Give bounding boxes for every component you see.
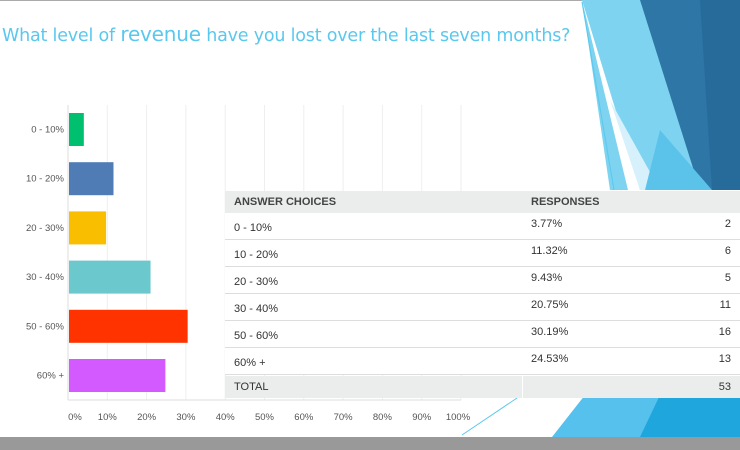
response-count: 2 bbox=[724, 218, 731, 230]
x-tick-label: 70% bbox=[334, 412, 354, 423]
response-count: 11 bbox=[719, 299, 731, 311]
x-tick-label: 10% bbox=[98, 412, 118, 423]
response-percent: 3.77% bbox=[531, 218, 563, 230]
x-tick-label: 60% bbox=[294, 412, 314, 423]
x-tick-label: 20% bbox=[137, 412, 157, 423]
response-percent: 9.43% bbox=[531, 272, 563, 284]
x-tick-label: 0% bbox=[68, 412, 82, 423]
title-emphasis: revenue bbox=[120, 22, 201, 46]
x-tick-label: 90% bbox=[412, 412, 432, 423]
x-tick-label: 80% bbox=[373, 412, 393, 423]
responses-table: ANSWER CHOICES RESPONSES 0 - 10% 3.77% 2 10… bbox=[225, 191, 740, 398]
response-percent: 20.75% bbox=[531, 299, 569, 311]
bar bbox=[69, 162, 114, 196]
table-body: 0 - 10% 3.77% 2 10 - 20% 11.32% 6 20 - 30% 9.43… bbox=[225, 213, 740, 375]
bar bbox=[69, 260, 151, 294]
bar bbox=[69, 113, 84, 146]
top-border bbox=[0, 0, 740, 1]
total-spacer bbox=[522, 376, 662, 398]
answer-choice: 20 - 30% bbox=[234, 276, 279, 288]
y-category-label: 30 - 40% bbox=[26, 272, 65, 283]
answer-choice: 30 - 40% bbox=[234, 303, 279, 315]
y-category-label: 60% + bbox=[37, 371, 65, 382]
bar bbox=[69, 211, 107, 245]
page-title: What level of revenue have you lost over… bbox=[2, 22, 570, 46]
header-responses: RESPONSES bbox=[531, 196, 600, 208]
x-tick-label: 30% bbox=[176, 412, 196, 423]
response-percent: 11.32% bbox=[531, 245, 568, 257]
table-row: 0 - 10% 3.77% 2 bbox=[225, 213, 740, 240]
bar bbox=[69, 359, 166, 392]
answer-choice: 60% + bbox=[234, 357, 266, 369]
table-total-row: TOTAL 53 bbox=[225, 376, 740, 398]
x-tick-label: 100% bbox=[446, 412, 471, 423]
header-answer-choices: ANSWER CHOICES bbox=[234, 196, 337, 208]
response-count: 6 bbox=[724, 245, 731, 257]
y-category-label: 50 - 60% bbox=[26, 321, 65, 332]
bottom-bar bbox=[0, 437, 740, 450]
title-pre: What level of bbox=[2, 26, 121, 46]
table-header: ANSWER CHOICES RESPONSES bbox=[225, 191, 740, 213]
y-category-label: 0 - 10% bbox=[31, 125, 64, 136]
response-count: 5 bbox=[724, 272, 731, 284]
answer-choice: 10 - 20% bbox=[234, 249, 279, 261]
table-row: 20 - 30% 9.43% 5 bbox=[225, 267, 740, 294]
total-label: TOTAL bbox=[234, 381, 269, 393]
x-tick-label: 40% bbox=[216, 412, 236, 423]
answer-choice: 50 - 60% bbox=[234, 330, 279, 342]
table-row: 50 - 60% 30.19% 16 bbox=[225, 321, 740, 348]
bar bbox=[69, 309, 188, 343]
y-category-label: 20 - 30% bbox=[26, 223, 65, 234]
response-count: 13 bbox=[718, 353, 731, 365]
y-category-label: 10 - 20% bbox=[26, 174, 65, 185]
total-count: 53 bbox=[718, 381, 731, 393]
table-row: 60% + 24.53% 13 bbox=[225, 348, 740, 375]
x-tick-label: 50% bbox=[255, 412, 275, 423]
title-post: have you lost over the last seven months… bbox=[200, 26, 571, 46]
table-row: 10 - 20% 11.32% 6 bbox=[225, 240, 740, 267]
response-percent: 30.19% bbox=[531, 326, 569, 338]
table-row: 30 - 40% 20.75% 11 bbox=[225, 294, 740, 321]
response-count: 16 bbox=[718, 326, 731, 338]
response-percent: 24.53% bbox=[531, 353, 569, 365]
answer-choice: 0 - 10% bbox=[234, 222, 272, 234]
